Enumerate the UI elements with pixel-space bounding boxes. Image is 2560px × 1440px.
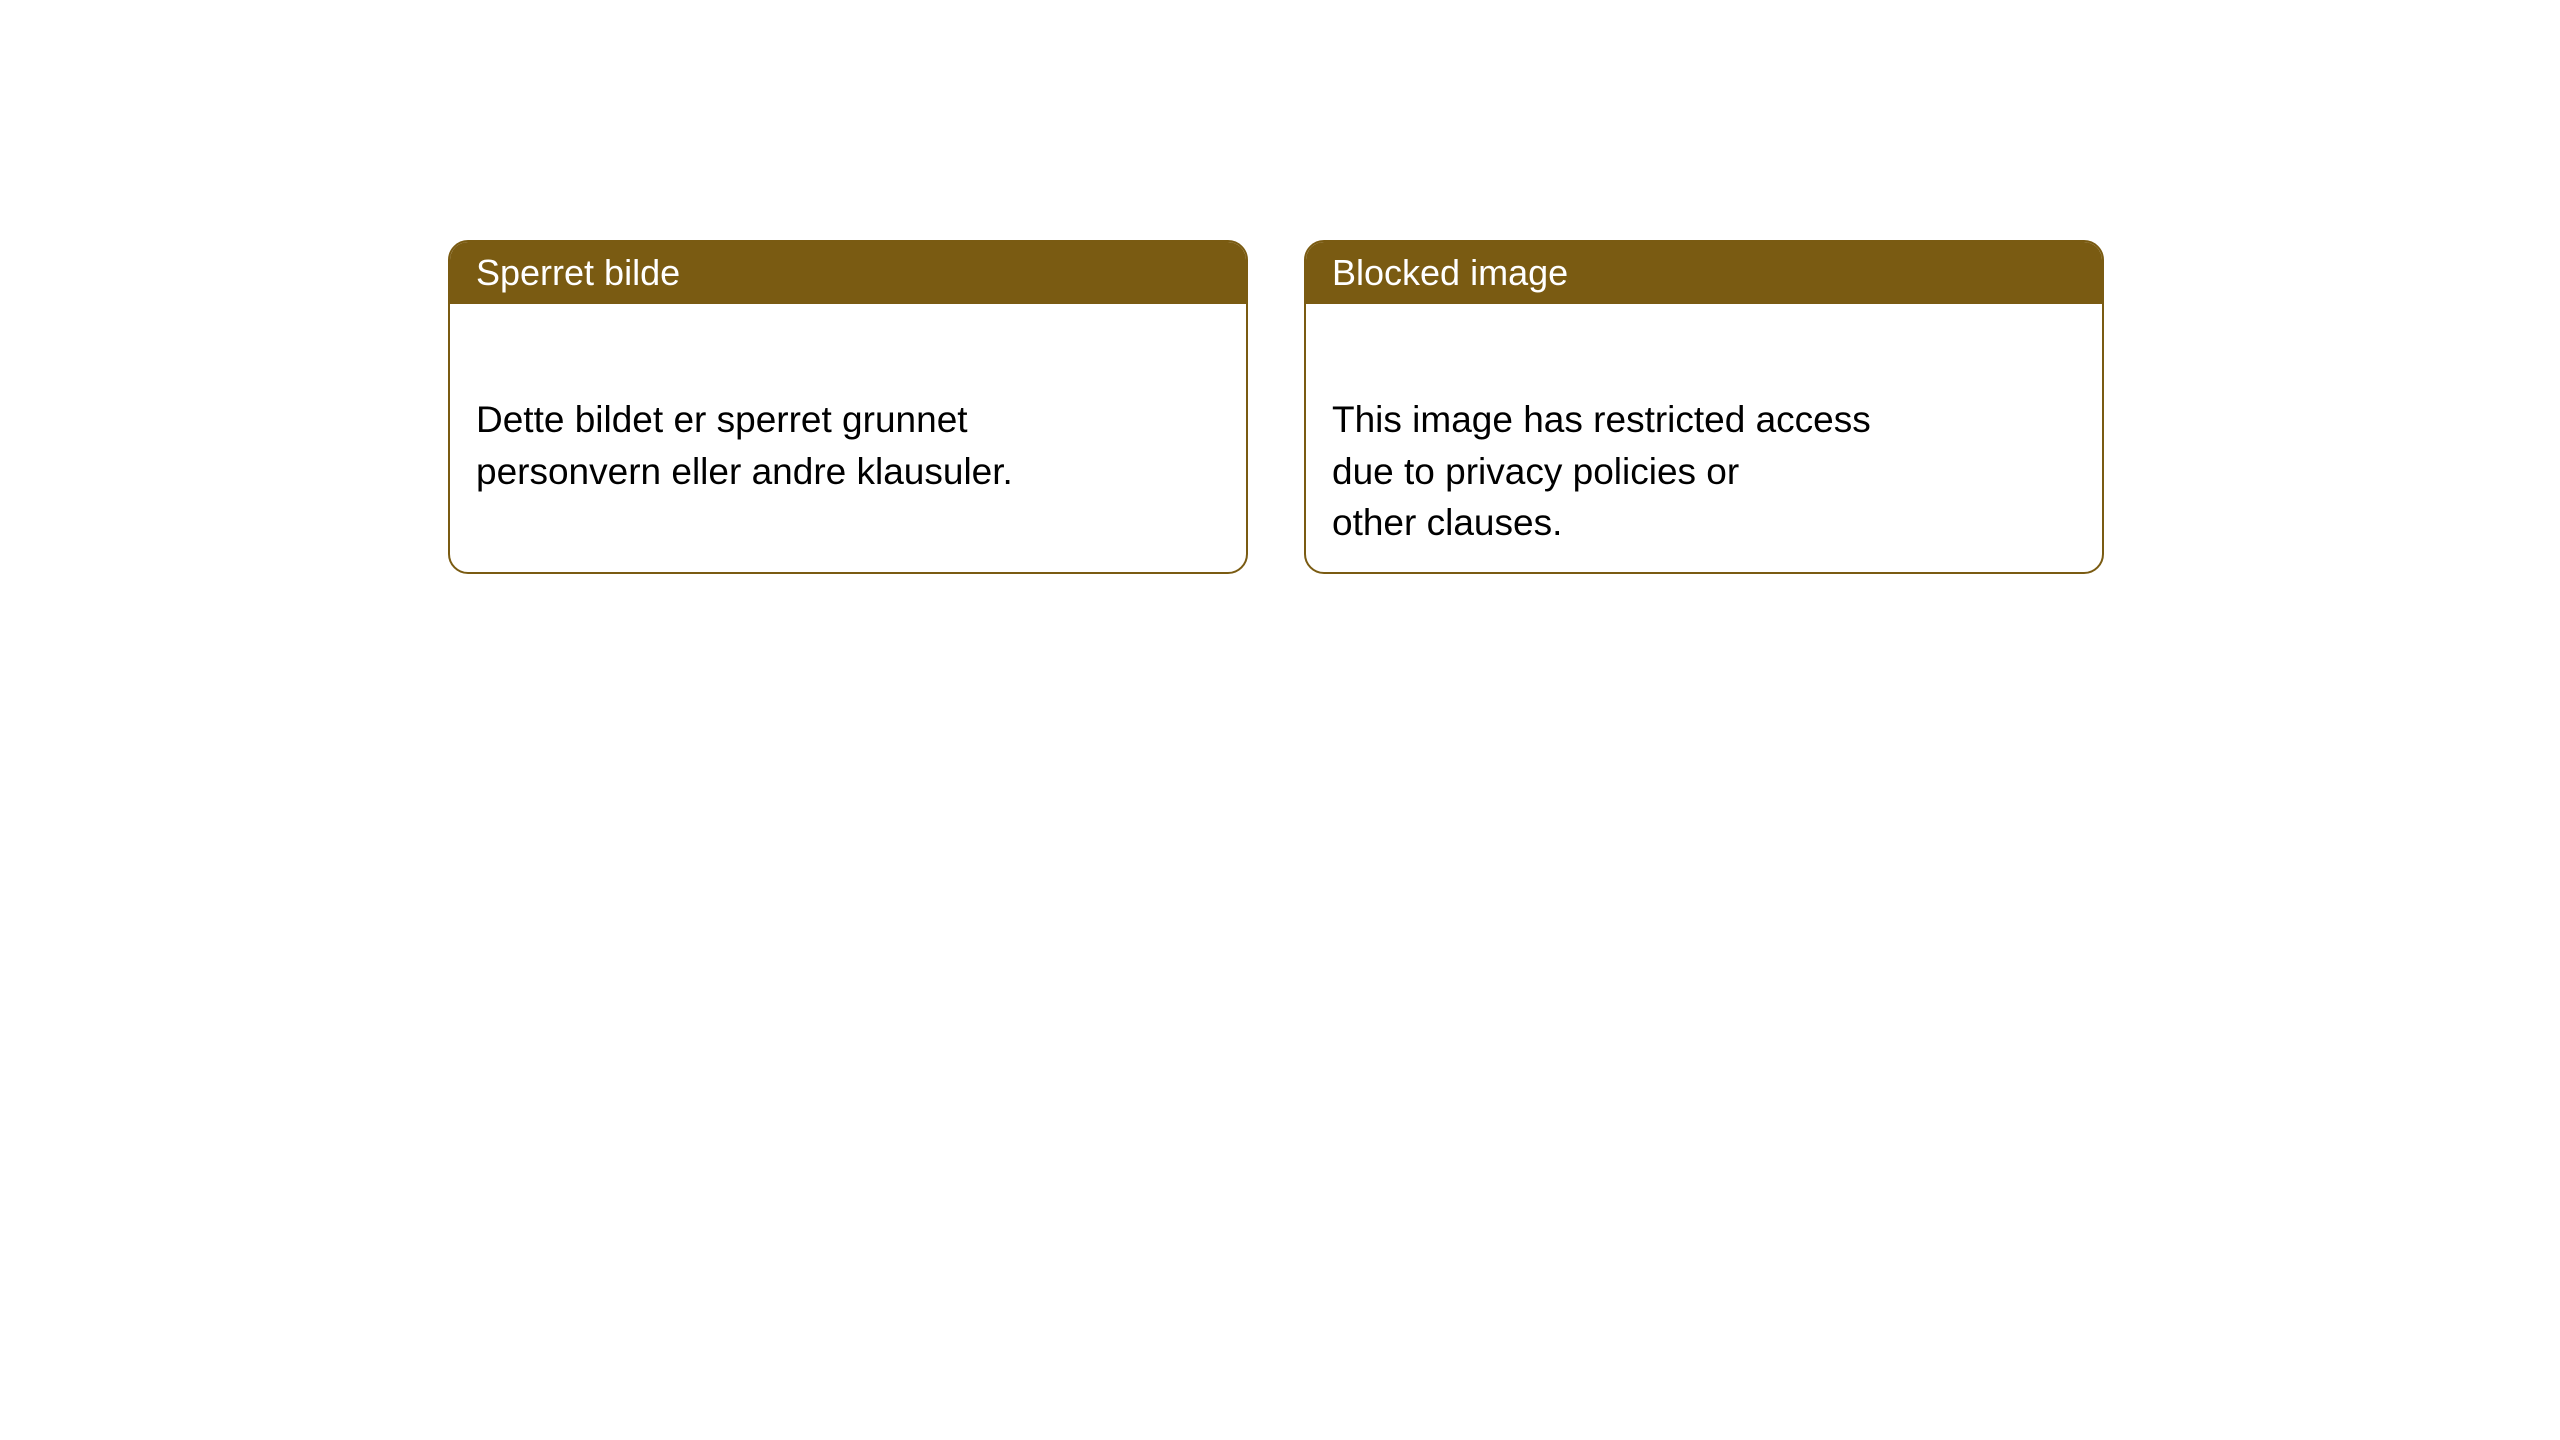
notice-header: Blocked image: [1306, 242, 2102, 304]
notice-body-text: This image has restricted access due to …: [1332, 399, 1871, 544]
notice-header: Sperret bilde: [450, 242, 1246, 304]
notice-body: Dette bildet er sperret grunnet personve…: [450, 304, 1246, 535]
notice-container: Sperret bilde Dette bildet er sperret gr…: [448, 240, 2104, 574]
notice-title: Blocked image: [1332, 252, 1568, 293]
notice-body-text: Dette bildet er sperret grunnet personve…: [476, 399, 1013, 492]
notice-box-norwegian: Sperret bilde Dette bildet er sperret gr…: [448, 240, 1248, 574]
notice-title: Sperret bilde: [476, 252, 680, 293]
notice-body: This image has restricted access due to …: [1306, 304, 2102, 574]
notice-box-english: Blocked image This image has restricted …: [1304, 240, 2104, 574]
